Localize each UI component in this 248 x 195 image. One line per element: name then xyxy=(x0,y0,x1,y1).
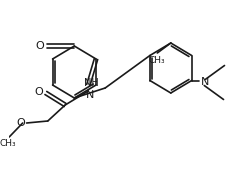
Text: N: N xyxy=(200,76,209,87)
Text: O: O xyxy=(36,41,44,51)
Text: CH₃: CH₃ xyxy=(0,139,17,148)
Text: N: N xyxy=(86,90,94,100)
Text: NH: NH xyxy=(84,78,99,88)
Text: CH₃: CH₃ xyxy=(148,56,165,65)
Text: O: O xyxy=(34,87,43,97)
Text: O: O xyxy=(17,118,26,128)
